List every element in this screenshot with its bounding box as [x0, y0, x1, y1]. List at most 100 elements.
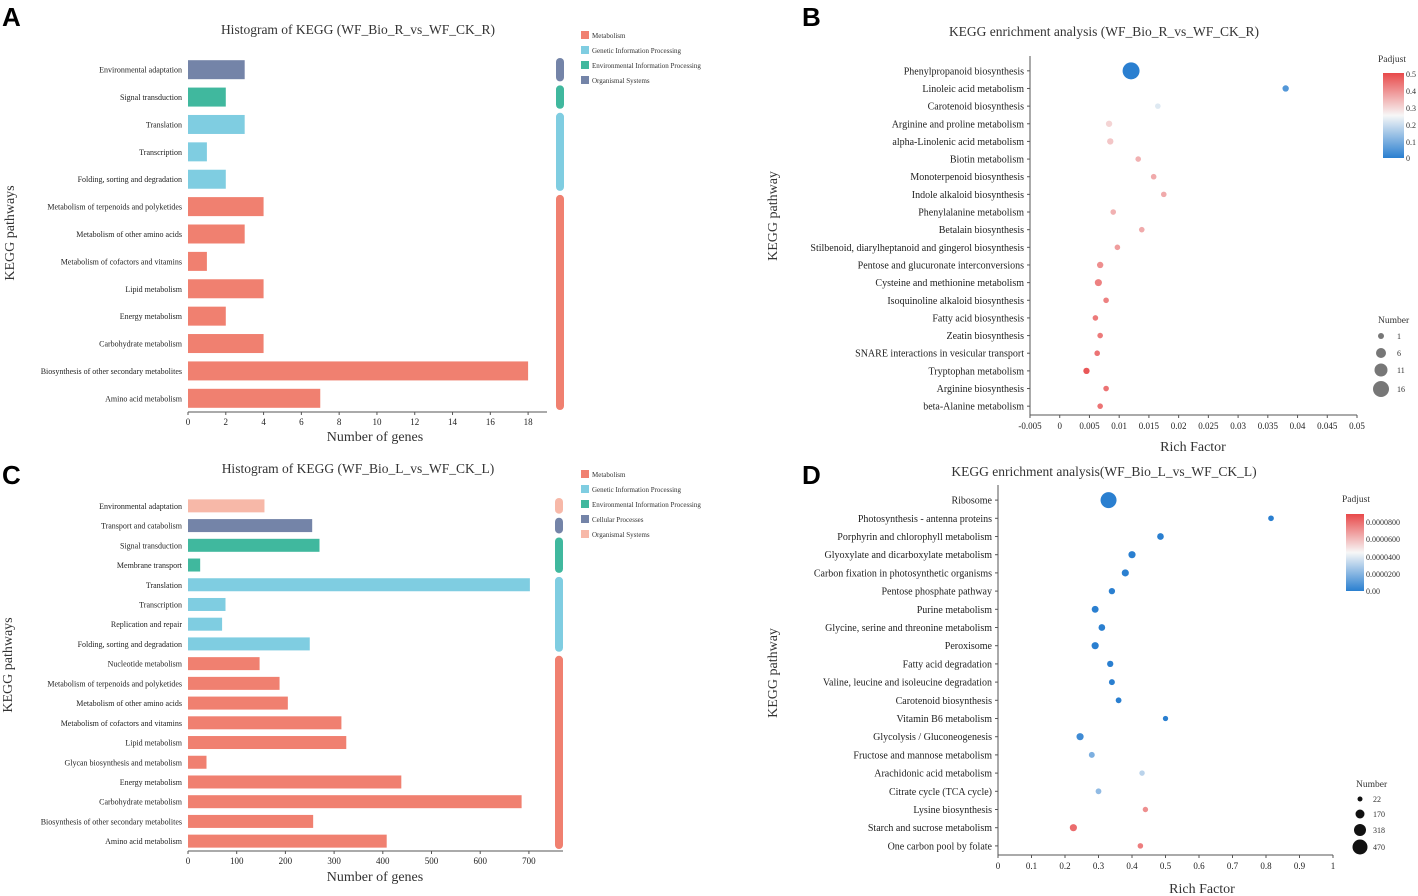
chart-d-pathway-label: One carbon pool by folate — [888, 841, 993, 852]
chart-a-bar — [188, 306, 226, 326]
chart-d-data-point — [1139, 770, 1145, 776]
chart-c-bar — [188, 676, 280, 690]
chart-a-bar — [188, 197, 264, 217]
chart-d-color-tick: 0.0000200 — [1366, 570, 1400, 579]
chart-d-x-tick-label: 0.7 — [1227, 861, 1239, 871]
chart-d-color-tick: 0.0000600 — [1366, 535, 1400, 544]
chart-b-data-point — [1097, 332, 1103, 339]
chart-c-category-label: Biosynthesis of other secondary metaboli… — [41, 817, 182, 826]
chart-b-data-point — [1094, 279, 1102, 287]
chart-c-x-tick-label: 100 — [230, 856, 244, 866]
chart-a-group-strip — [556, 58, 564, 82]
chart-d-x-tick-label: 0.4 — [1126, 861, 1138, 871]
chart-b-x-tick-label: 0.035 — [1258, 421, 1279, 431]
chart-a-bar — [188, 279, 264, 299]
chart-a-category-label: Carbohydrate metabolism — [99, 340, 183, 349]
panel-letter-b: B — [802, 2, 821, 32]
chart-c-group-strip — [555, 537, 563, 573]
chart-b-x-tick-label: 0 — [1057, 421, 1062, 431]
chart-a-category-label: Transcription — [139, 148, 182, 157]
chart-a-group-strip — [556, 85, 564, 109]
chart-c-x-tick-label: 500 — [425, 856, 439, 866]
chart-a-category-label: Environmental adaptation — [99, 66, 182, 75]
chart-d-x-tick-label: 0.1 — [1026, 861, 1037, 871]
chart-a-bar — [188, 388, 321, 408]
chart-d-size-tick: 318 — [1373, 826, 1385, 835]
chart-c-bar — [188, 716, 342, 730]
chart-b-data-point — [1103, 297, 1109, 304]
chart-c-category-label: Folding, sorting and degradation — [78, 640, 182, 649]
chart-c-bar — [188, 637, 310, 651]
chart-d-ylabel: KEGG pathway — [766, 628, 781, 718]
chart-d-size-legend-title: Number — [1356, 780, 1388, 790]
chart-c-category-label: Metabolism of terpenoids and polyketides — [47, 679, 182, 688]
chart-b-data-point — [1083, 367, 1090, 375]
chart-a-x-tick-label: 0 — [186, 417, 191, 427]
chart-a-ylabel: KEGG pathways — [3, 185, 18, 280]
chart-c-bar — [188, 617, 223, 631]
chart-b-pathway-label: Monoterpenoid biosynthesis — [910, 172, 1024, 183]
chart-d-x-tick-label: 0.6 — [1193, 861, 1205, 871]
chart-b-data-point — [1092, 315, 1099, 321]
chart-b-pathway-label: Arginine biosynthesis — [937, 384, 1024, 395]
chart-b-x-tick-label: 0.01 — [1111, 421, 1127, 431]
chart-c-bar — [188, 736, 347, 750]
chart-b-data-point — [1138, 226, 1145, 233]
chart-c-x-tick-label: 600 — [473, 856, 487, 866]
chart-d-data-point — [1137, 843, 1144, 849]
chart-a-legend: Metabolism Genetic Information Processing… — [581, 31, 701, 85]
chart-c-title: Histogram of KEGG (WF_Bio_L_vs_WF_CK_L) — [222, 461, 495, 476]
chart-c-category-label: Signal transduction — [120, 541, 182, 550]
chart-c-x-tick-label: 400 — [376, 856, 390, 866]
chart-d-pathway-label: Glycolysis / Gluconeogenesis — [873, 732, 992, 743]
chart-d-data-point — [1128, 551, 1136, 559]
chart-a-bar — [188, 87, 226, 107]
chart-c-bar — [188, 499, 265, 513]
chart-d-pathway-label: Glycine, serine and threonine metabolism — [825, 623, 992, 634]
chart-b-x-tick-label: 0.015 — [1139, 421, 1160, 431]
chart-d-pathway-label: Carotenoid biosynthesis — [896, 696, 992, 707]
chart-a-legend-label: Metabolism — [592, 32, 626, 40]
chart-d-pathway-label: Porphyrin and chlorophyll metabolism — [837, 532, 992, 543]
chart-a-category-label: Energy metabolism — [120, 312, 183, 321]
chart-c-group-strip — [555, 498, 563, 514]
chart-b-size-key — [1378, 333, 1384, 339]
chart-b-title: KEGG enrichment analysis (WF_Bio_R_vs_WF… — [949, 24, 1259, 39]
chart-b-size-legend: Number 1 6 11 16 — [1373, 316, 1410, 397]
chart-b-pathway-label: Isoquinoline alkaloid biosynthesis — [887, 296, 1024, 307]
chart-a-xlabel: Number of genes — [327, 430, 423, 445]
chart-b-pathway-label: Phenylalanine metabolism — [918, 208, 1024, 219]
chart-a-x-tick-label: 12 — [410, 417, 419, 427]
chart-b-color-tick: 0.3 — [1406, 104, 1416, 113]
chart-c-category-label: Environmental adaptation — [99, 502, 182, 511]
chart-b-xlabel: Rich Factor — [1160, 440, 1226, 455]
chart-c-category-label: Transport and catabolism — [101, 522, 183, 531]
chart-d-size-key — [1355, 809, 1365, 819]
chart-d-pathway-label: Arachidonic acid metabolism — [874, 769, 992, 780]
chart-d-pathway-label: Fatty acid degradation — [903, 659, 992, 670]
chart-c-bar — [188, 538, 320, 552]
chart-d-color-tick: 0.00 — [1366, 587, 1380, 596]
chart-a-bar — [188, 251, 207, 271]
chart-d-pathway-label: Peroxisome — [945, 641, 993, 652]
chart-c-category-label: Energy metabolism — [120, 778, 183, 787]
chart-c-group-strip — [555, 517, 563, 534]
chart-a-bar — [188, 361, 529, 381]
chart-d-x-tick-label: 0 — [996, 861, 1001, 871]
chart-d-x-tick-label: 0.3 — [1093, 861, 1105, 871]
chart-c-x-tick-label: 200 — [279, 856, 293, 866]
chart-b-pathway-label: Indole alkaloid biosynthesis — [912, 190, 1024, 201]
chart-d-pathway-label: Carbon fixation in photosynthetic organi… — [814, 568, 992, 579]
chart-b-x-tick-label: 0.005 — [1079, 421, 1100, 431]
chart-a-category-label: Metabolism of terpenoids and polyketides — [47, 203, 182, 212]
chart-a-bar — [188, 114, 245, 134]
chart-a-category-label: Biosynthesis of other secondary metaboli… — [41, 367, 182, 376]
chart-b-pathway-label: Biotin metabolism — [950, 155, 1024, 166]
chart-b-data-point — [1103, 385, 1109, 392]
chart-a-category-label: Metabolism of other amino acids — [76, 230, 182, 239]
chart-a-x-tick-label: 2 — [224, 417, 229, 427]
chart-b-x-tick-label: 0.03 — [1230, 421, 1246, 431]
chart-b-pathway-label: Stilbenoid, diarylheptanoid and gingerol… — [810, 243, 1024, 254]
panel-letter-d: D — [802, 460, 821, 490]
chart-d-pathway-label: Photosynthesis - antenna proteins — [858, 514, 992, 525]
